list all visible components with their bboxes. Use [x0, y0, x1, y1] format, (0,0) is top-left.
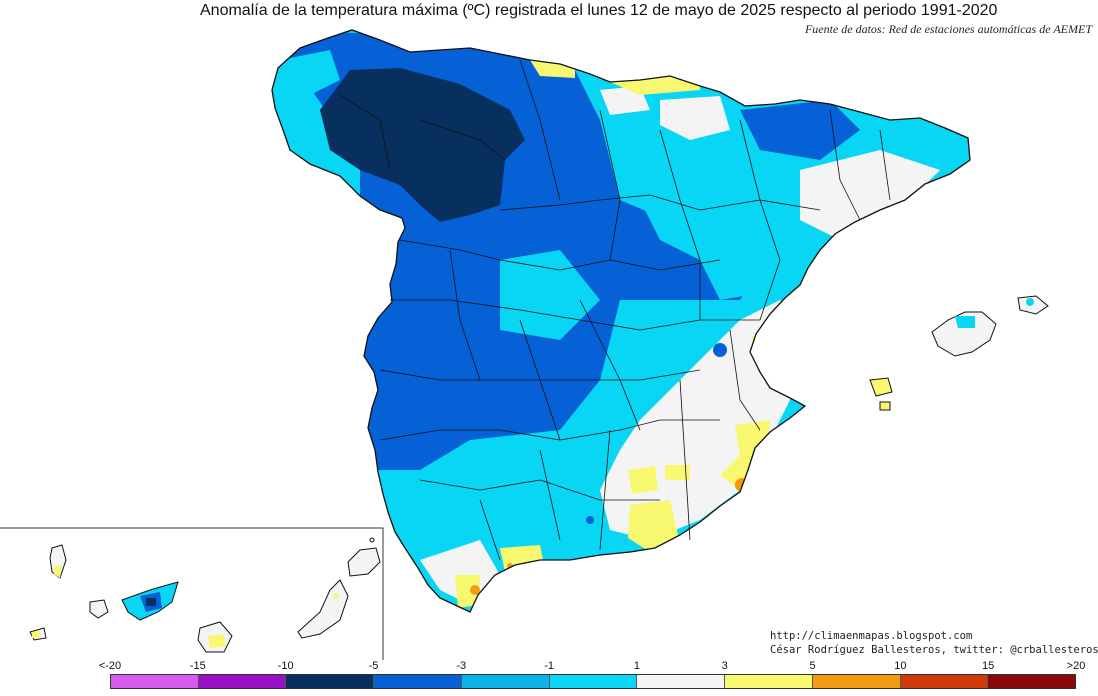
legend-bin — [900, 675, 989, 688]
legend-bin — [111, 675, 199, 688]
legend-color-bar — [110, 674, 1076, 689]
legend-tick: 15 — [982, 660, 995, 672]
legend-tick: 5 — [809, 660, 816, 672]
legend-bin — [374, 675, 462, 688]
legend-bin — [637, 675, 726, 688]
legend-bin — [286, 675, 375, 688]
legend-tick: >20 — [1066, 660, 1086, 672]
mainland-shading — [271, 29, 971, 613]
legend-tick: -5 — [368, 660, 379, 672]
legend-tick: -3 — [456, 660, 467, 672]
balearic-islands — [869, 295, 1049, 411]
credit-url: http://climaenmapas.blogspot.com — [770, 630, 973, 642]
legend-tick: -1 — [544, 660, 554, 672]
legend-tick: -10 — [277, 660, 294, 672]
map-title: Anomalía de la temperatura máxima (ºC) r… — [200, 2, 998, 19]
anomaly-map — [0, 29, 1049, 660]
legend-bin — [461, 675, 550, 688]
legend-bin — [549, 675, 638, 688]
legend-tick: 3 — [721, 660, 728, 672]
legend-bin — [725, 675, 813, 688]
legend-bin — [198, 675, 287, 688]
legend-bin — [988, 675, 1076, 688]
data-source: Fuente de datos: Red de estaciones autom… — [804, 22, 1092, 36]
legend-tick: -15 — [189, 660, 206, 672]
color-legend: <-20 -15 -10 -5 -3 -1 1 3 5 10 15 >20 — [99, 660, 1085, 696]
credit-author: César Rodríguez Ballesteros, twitter: @c… — [770, 644, 1098, 656]
legend-tick: <-20 — [98, 660, 122, 672]
legend-tick: 10 — [894, 660, 907, 672]
legend-bin — [812, 675, 901, 688]
legend-tick: 1 — [633, 660, 640, 672]
canary-islands-inset — [0, 527, 384, 660]
